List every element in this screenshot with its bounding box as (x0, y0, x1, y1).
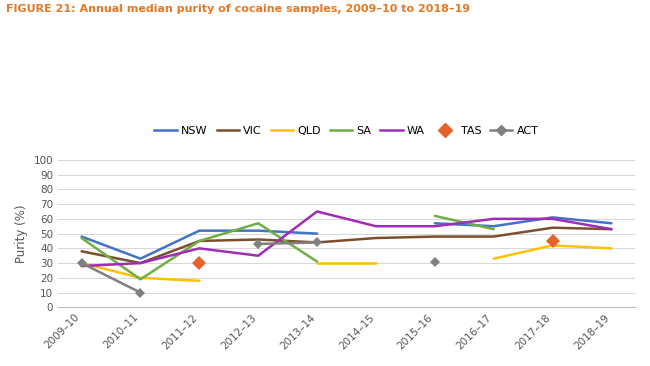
Y-axis label: Purity (%): Purity (%) (15, 204, 28, 263)
Text: FIGURE 21: Annual median purity of cocaine samples, 2009–10 to 2018–19: FIGURE 21: Annual median purity of cocai… (6, 4, 471, 14)
Legend: NSW, VIC, QLD, SA, WA, TAS, ACT: NSW, VIC, QLD, SA, WA, TAS, ACT (150, 121, 543, 140)
